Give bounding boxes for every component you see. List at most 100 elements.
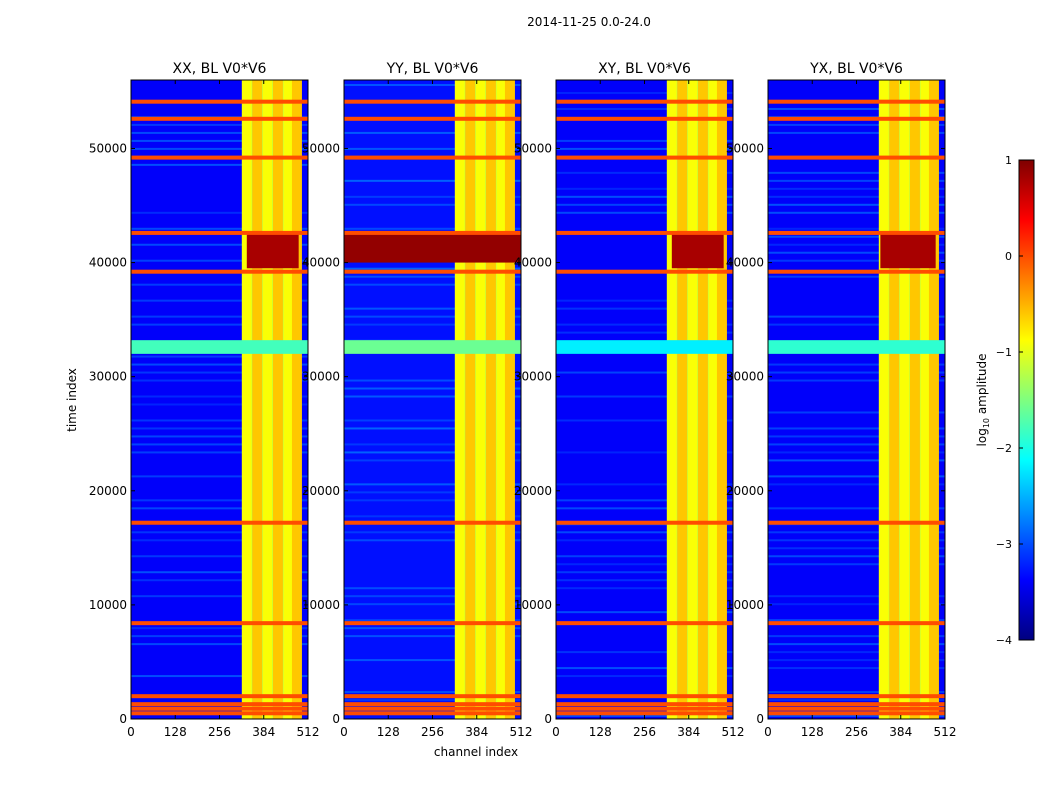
noise-row: [131, 443, 308, 446]
flagged-time-row: [344, 702, 521, 707]
flagged-time-row: [131, 99, 308, 104]
noise-row: [131, 163, 308, 166]
rfi-channel-strip: [504, 80, 515, 719]
noise-row: [344, 459, 521, 462]
noise-row: [131, 243, 308, 246]
noise-row: [131, 355, 308, 358]
noise-row: [131, 403, 308, 406]
colorbar: 1 0 −1 −2 −3 −4 log10 amplitude: [975, 154, 1035, 647]
noise-row: [131, 395, 308, 398]
noise-row: [131, 635, 308, 638]
noise-row: [556, 419, 733, 422]
noise-row: [131, 315, 308, 318]
noise-row: [344, 627, 521, 630]
flagged-time-row: [768, 269, 945, 274]
noise-row: [556, 563, 733, 566]
flagged-time-row: [556, 706, 733, 711]
noise-row: [768, 243, 945, 246]
noise-row: [768, 411, 945, 414]
noise-row: [131, 147, 308, 150]
rfi-channel-strip: [485, 80, 496, 719]
x-tick-label: 128: [164, 725, 187, 739]
rfi-channel-strip: [454, 80, 465, 719]
noise-row: [344, 387, 521, 390]
noise-row: [768, 699, 945, 702]
panel-title: YY, BL V0*V6: [386, 61, 479, 77]
noise-row: [768, 107, 945, 110]
y-tick-label: 20000: [302, 484, 340, 498]
noise-row: [131, 131, 308, 134]
colorbar-tick-label: −4: [996, 634, 1012, 647]
rfi-channel-strip: [909, 80, 920, 719]
rfi-channel-strip: [666, 80, 677, 719]
panel-4: YX, BL V0*V6 0 128 256 384 512 0 10000 20000 3000…: [726, 61, 957, 739]
noise-row: [344, 635, 521, 638]
flagged-time-row: [131, 702, 308, 707]
rfi-channel-strip: [708, 80, 719, 719]
noise-row: [556, 139, 733, 142]
x-tick-label: 256: [421, 725, 444, 739]
noise-row: [131, 283, 308, 286]
colorbar-tick-label: 1: [1005, 154, 1012, 167]
noise-row: [556, 539, 733, 542]
y-tick-label: 40000: [302, 256, 340, 270]
noise-row: [556, 395, 733, 398]
rfi-channel-strip: [928, 80, 939, 719]
rfi-channel-strip: [920, 80, 931, 719]
noise-row: [131, 539, 308, 542]
heatmap-area: [131, 80, 308, 719]
panel-2: YY, BL V0*V6 0 128 256 384 512 0 10000 20000 3000…: [302, 61, 533, 739]
noise-row: [344, 691, 521, 694]
x-tick-label: 256: [845, 725, 868, 739]
noise-row: [344, 531, 521, 534]
noise-row: [768, 619, 945, 622]
rfi-channel-strip: [272, 80, 283, 719]
noise-row: [768, 547, 945, 550]
noise-row: [344, 451, 521, 454]
flagged-time-row: [768, 706, 945, 711]
rfi-channel-strip: [697, 80, 708, 719]
noise-row: [768, 507, 945, 510]
noise-row: [768, 595, 945, 598]
noise-row: [344, 267, 521, 270]
y-tick-label: 10000: [726, 598, 764, 612]
flagged-time-row: [131, 230, 308, 235]
noise-row: [344, 443, 521, 446]
noise-row: [131, 595, 308, 598]
panel-title: XX, BL V0*V6: [173, 61, 267, 77]
noise-row: [131, 123, 308, 126]
noise-row: [556, 195, 733, 198]
x-tick-label: 0: [764, 725, 772, 739]
noise-row: [556, 331, 733, 334]
noise-row: [768, 371, 945, 374]
flagged-time-row: [131, 116, 308, 121]
noise-row: [344, 595, 521, 598]
rfi-channel-strip: [878, 80, 889, 719]
noise-row: [768, 555, 945, 558]
noise-row: [768, 179, 945, 182]
noise-row: [768, 443, 945, 446]
noise-row: [768, 131, 945, 134]
flagged-time-row: [131, 621, 308, 626]
noise-row: [344, 539, 521, 542]
flagged-time-row: [768, 621, 945, 626]
noise-row: [344, 227, 521, 230]
flagged-time-row: [344, 694, 521, 699]
y-tick-label: 40000: [726, 256, 764, 270]
noise-row: [344, 699, 521, 702]
x-tick-label: 384: [252, 725, 275, 739]
noise-row: [768, 363, 945, 366]
y-tick-label: 0: [756, 712, 764, 726]
noise-row: [556, 579, 733, 582]
figure-suptitle: 2014-11-25 0.0-24.0: [527, 15, 651, 29]
noise-row: [131, 371, 308, 374]
colorbar-tick-label: −3: [996, 538, 1012, 551]
x-tick-label: 512: [297, 725, 320, 739]
noise-row: [768, 259, 945, 262]
noise-row: [131, 579, 308, 582]
noise-row: [344, 195, 521, 198]
noise-row: [556, 499, 733, 502]
rfi-channel-strip: [716, 80, 727, 719]
flagged-time-row: [768, 694, 945, 699]
y-tick-label: 10000: [89, 598, 127, 612]
